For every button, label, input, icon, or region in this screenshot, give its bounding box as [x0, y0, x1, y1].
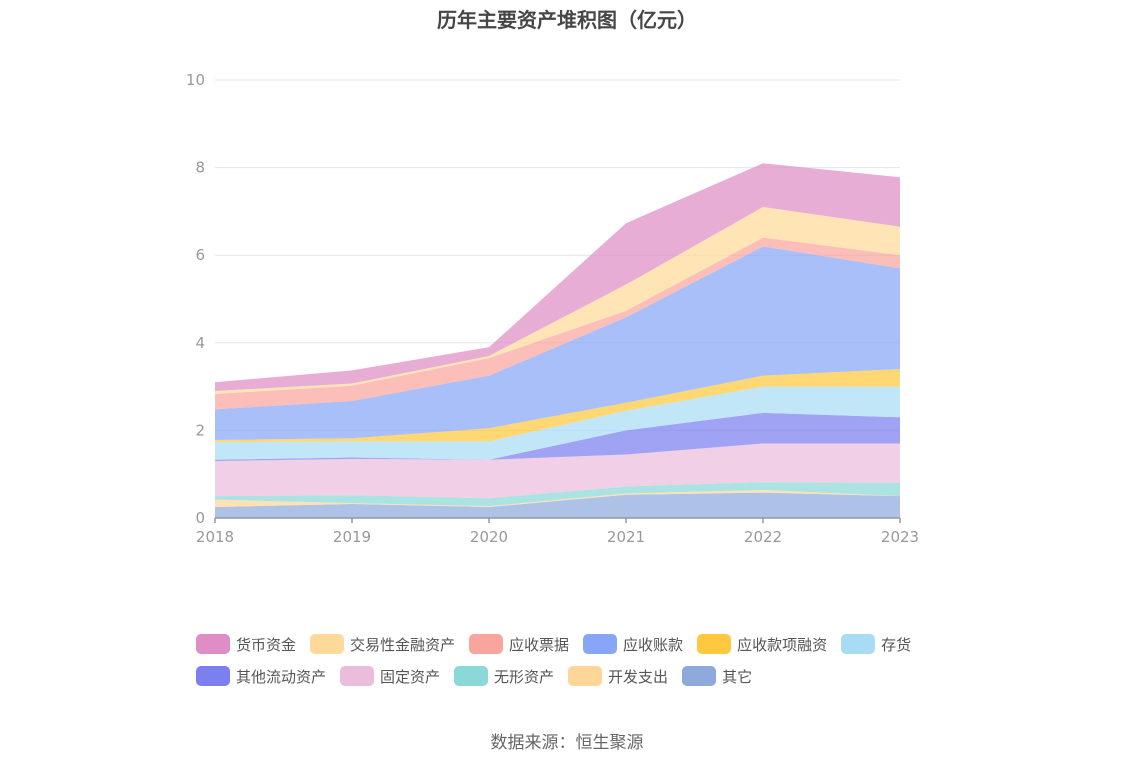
x-tick-label: 2018	[196, 528, 234, 546]
area-series-10	[215, 163, 900, 391]
legend-label: 开发支出	[608, 667, 669, 686]
legend-item[interactable]: 货币资金	[196, 634, 296, 655]
legend-label: 应收账款	[623, 635, 684, 654]
legend-swatch	[310, 634, 345, 654]
legend-swatch	[196, 666, 230, 686]
area-series-6	[215, 369, 900, 443]
legend-item[interactable]: 存货	[841, 634, 911, 655]
y-tick-label: 10	[186, 71, 205, 89]
legend-swatch	[682, 666, 717, 686]
x-tick-label: 2020	[470, 528, 508, 546]
legend-item[interactable]: 应收账款	[583, 634, 683, 655]
legend-label: 无形资产	[494, 667, 555, 686]
legend-label: 其它	[722, 667, 753, 686]
y-tick-label: 0	[195, 509, 205, 527]
x-tick-label: 2019	[333, 528, 371, 546]
x-tick-label: 2023	[881, 528, 919, 546]
legend-label: 其他流动资产	[236, 667, 327, 686]
legend-swatch	[454, 666, 489, 686]
x-tick-label: 2022	[744, 528, 782, 546]
legend-swatch	[697, 634, 732, 654]
legend-item[interactable]: 开发支出	[568, 666, 668, 687]
legend-swatch	[568, 666, 603, 686]
area-series-9	[215, 207, 900, 395]
legend-label: 货币资金	[236, 635, 297, 654]
legend-swatch	[196, 634, 230, 654]
legend-item[interactable]: 无形资产	[454, 666, 554, 687]
legend-label: 应收票据	[509, 635, 570, 654]
y-tick-label: 4	[195, 334, 205, 352]
legend-item[interactable]: 固定资产	[340, 666, 440, 687]
area-series-8	[215, 237, 900, 410]
legend-swatch	[583, 634, 618, 654]
y-tick-label: 2	[195, 421, 205, 439]
legend-item[interactable]: 其它	[682, 666, 752, 687]
legend-swatch	[340, 666, 375, 686]
area-series-5	[215, 386, 900, 460]
legend-label: 存货	[881, 635, 912, 654]
legend-label: 交易性金融资产	[350, 635, 456, 654]
legend-row: 货币资金 交易性金融资产 应收票据 应收账款 应收款项融资 存货	[196, 628, 976, 660]
area-series-4	[215, 412, 900, 462]
area-series-3	[215, 443, 900, 499]
y-tick-label: 8	[195, 159, 205, 177]
chart-legend: 货币资金 交易性金融资产 应收票据 应收账款 应收款项融资 存货其他流动资产 固定资产 无形资…	[196, 628, 976, 692]
legend-label: 应收款项融资	[737, 635, 828, 654]
legend-item[interactable]: 交易性金融资产	[310, 634, 455, 655]
area-series-0	[215, 492, 900, 518]
legend-row: 其他流动资产 固定资产 无形资产 开发支出 其它	[196, 660, 976, 692]
legend-swatch	[841, 634, 876, 654]
y-tick-label: 6	[195, 246, 205, 264]
chart-title: 历年主要资产堆积图（亿元）	[437, 8, 697, 32]
legend-item[interactable]: 应收款项融资	[697, 634, 827, 655]
legend-swatch	[469, 634, 504, 654]
area-series-2	[215, 482, 900, 507]
area-series-7	[215, 246, 900, 441]
legend-label: 固定资产	[380, 667, 441, 686]
area-series-1	[215, 489, 900, 508]
legend-item[interactable]: 应收票据	[469, 634, 569, 655]
data-source-note: 数据来源：恒生聚源	[490, 733, 644, 753]
x-tick-label: 2021	[607, 528, 645, 546]
legend-item[interactable]: 其他流动资产	[196, 666, 326, 687]
